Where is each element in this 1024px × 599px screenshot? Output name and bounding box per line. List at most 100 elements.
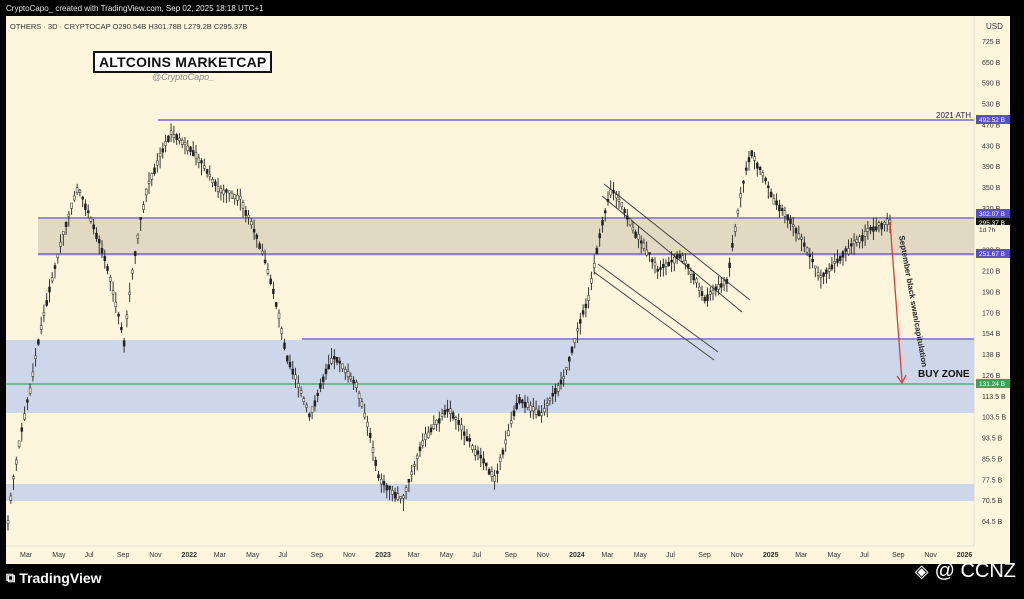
candle-body — [601, 220, 604, 226]
candle-body — [529, 405, 532, 412]
candle-body — [297, 383, 300, 388]
candle-body — [592, 263, 596, 269]
x-tick-label: Nov — [537, 552, 550, 559]
candle-body — [283, 342, 286, 349]
candle-body — [507, 430, 510, 437]
candle-body — [498, 457, 502, 463]
candle-body — [147, 180, 151, 184]
candle-body — [496, 470, 499, 474]
candle-body — [474, 449, 477, 456]
price-label: 302.07 B — [976, 209, 1010, 218]
candle-body — [150, 173, 154, 180]
candle-body — [186, 145, 189, 151]
y-tick-label: 113.5 B — [982, 394, 1006, 401]
candle-body — [111, 290, 115, 295]
price-labels: 492.52 B 302.07 B 295.37 B1d 7h 251.67 B 131… — [976, 115, 1010, 388]
candle-body — [156, 160, 159, 166]
candle-body — [454, 417, 458, 420]
y-tick-label: 590 B — [982, 81, 1001, 88]
x-tick-label: Sep — [892, 552, 905, 559]
candle-body — [45, 300, 48, 306]
candle-body — [697, 286, 701, 291]
candle-body — [844, 248, 848, 252]
candle-body — [415, 455, 419, 459]
candle-body — [709, 291, 712, 295]
candle-body — [800, 236, 803, 240]
y-tick-label: 85.5 B — [982, 456, 1003, 463]
channel-line-4 — [593, 271, 715, 361]
credit-text: @ CCNZ — [934, 560, 1016, 582]
chart-area[interactable]: 2021 ATH September black swan/capitulati… — [6, 16, 1010, 564]
candle-body — [559, 379, 563, 385]
candle-body — [6, 520, 10, 524]
candle-body — [769, 191, 773, 198]
candle-body — [158, 153, 162, 157]
x-tick-label: Jul — [666, 552, 675, 559]
candle-body — [780, 208, 784, 211]
candle-body — [747, 157, 751, 163]
candle-body — [686, 263, 690, 269]
candle-body — [615, 194, 618, 199]
candle-body — [272, 288, 275, 295]
candle-body — [504, 439, 507, 445]
candle-body — [346, 371, 350, 377]
candle-body — [313, 400, 317, 407]
candle-body — [623, 209, 626, 213]
candle-body — [811, 259, 814, 263]
candle-body — [12, 476, 15, 480]
candle-body — [700, 291, 704, 296]
candle-body — [335, 356, 339, 363]
candle-body — [227, 190, 231, 194]
candle-body — [26, 399, 29, 403]
candle-body — [830, 264, 834, 270]
candle-body — [825, 269, 828, 275]
candle-body — [308, 413, 311, 418]
candle-body — [299, 390, 303, 394]
candle-body — [711, 290, 715, 295]
candle-body — [214, 181, 217, 186]
candle-body — [410, 471, 413, 476]
candle-body — [642, 242, 646, 249]
candle-body — [109, 277, 112, 282]
candle-body — [805, 247, 809, 253]
x-axis-ticks: Mar May Jul Sep Nov 2022 Mar May Jul Sep Nov 2023 Ma… — [20, 552, 972, 559]
candle-body — [720, 283, 723, 288]
candle-body — [637, 233, 640, 240]
candle-body — [371, 447, 375, 453]
candle-body — [581, 310, 585, 315]
candle-body — [877, 222, 881, 226]
candle-body — [617, 198, 621, 202]
candle-body — [750, 150, 754, 157]
candle-body — [435, 419, 438, 425]
candle-body — [136, 234, 140, 239]
candle-body — [382, 481, 386, 486]
candle-body — [37, 339, 40, 345]
candle-body — [742, 180, 745, 184]
x-tick-label: May — [634, 552, 648, 559]
candle-body — [866, 228, 870, 232]
candle-body — [42, 312, 46, 316]
y-tick-label: 650 B — [982, 60, 1001, 67]
candle-body — [783, 210, 787, 217]
x-tick-label: 2024 — [569, 552, 585, 559]
x-tick-label: Jul — [85, 552, 94, 559]
candle-body — [333, 356, 336, 360]
candle-body — [191, 150, 195, 157]
candle-body — [814, 265, 817, 269]
candle-body — [31, 371, 35, 377]
candle-body — [117, 313, 120, 317]
x-tick-label: Sep — [311, 552, 324, 559]
candle-body — [73, 195, 76, 201]
candle-body — [684, 260, 687, 265]
candle-body — [761, 172, 765, 177]
candle-body — [534, 408, 538, 415]
candle-body — [639, 240, 643, 244]
candle-body — [440, 413, 444, 417]
candle-body — [67, 213, 71, 217]
tv-icon: ⧉ — [6, 570, 16, 585]
y-tick-label: 77.5 B — [982, 477, 1003, 484]
candle-body — [225, 189, 228, 193]
candle-body — [490, 471, 494, 477]
candle-body — [244, 210, 248, 216]
candle-body — [764, 177, 767, 182]
